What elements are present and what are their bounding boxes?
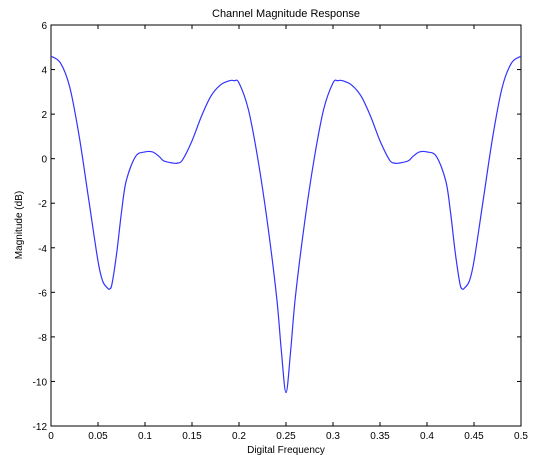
y-axis-ticks: -12 -10 -8 -6 -4 -2 0 2 4 6 [33,21,521,433]
x-tick-label: 0.3 [326,431,340,442]
plot-area [50,24,522,427]
y-axis-label: Magnitude (dB) [14,191,25,259]
y-tick-label: -12 [33,422,48,433]
x-tick-label: 0.1 [138,431,152,442]
y-tick-label: -2 [38,199,47,210]
x-tick-label: 0.4 [420,431,434,442]
y-tick-label: 6 [41,21,47,32]
x-tick-label: 0 [48,431,54,442]
x-axis-ticks: 0 0.05 0.1 0.15 0.2 0.25 0.3 0.35 0.4 0.45 0.5 [48,25,528,442]
y-tick-label: -6 [38,288,47,299]
y-tick-label: 0 [41,155,47,166]
y-tick-label: -10 [33,377,48,388]
x-tick-label: 0.45 [464,431,484,442]
y-tick-label: -4 [38,244,47,255]
x-tick-label: 0.5 [514,431,528,442]
x-tick-label: 0.35 [370,431,390,442]
x-tick-label: 0.2 [232,431,246,442]
magnitude-response-line [50,55,522,394]
chart-title: Channel Magnitude Response [212,8,360,20]
y-tick-label: 2 [41,110,47,121]
x-tick-label: 0.15 [182,431,202,442]
y-tick-label: 4 [41,66,47,77]
x-tick-label: 0.25 [276,431,296,442]
y-tick-label: -8 [38,333,47,344]
x-tick-label: 0.05 [88,431,108,442]
x-axis-label: Digital Frequency [247,445,325,455]
